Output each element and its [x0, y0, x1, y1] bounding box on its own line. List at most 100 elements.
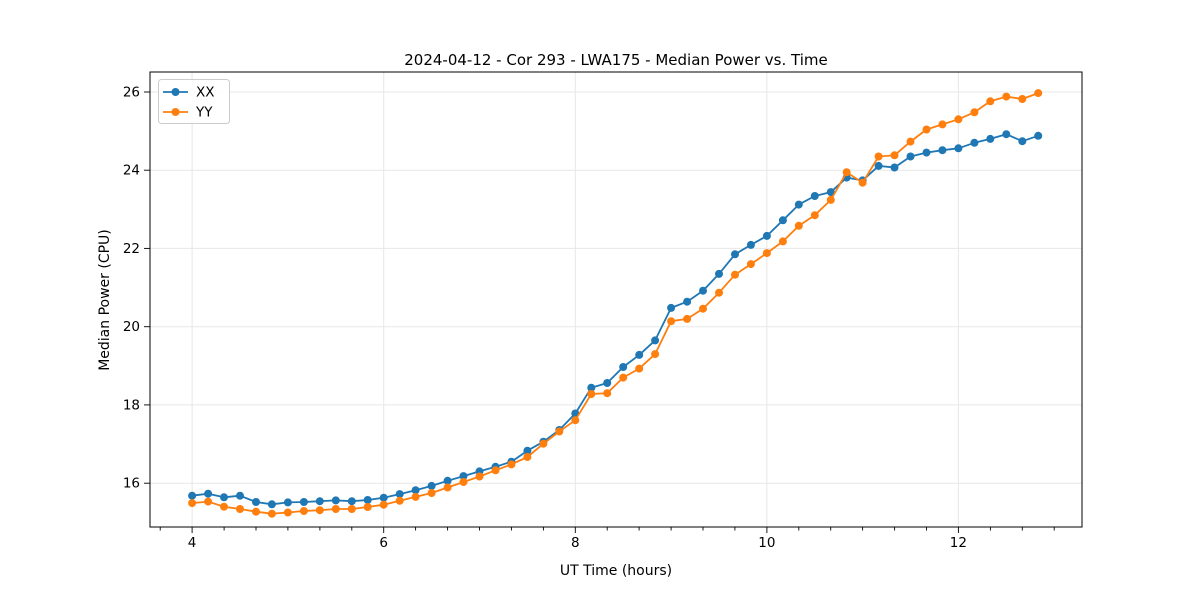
x-tick-label: 8 [571, 535, 580, 551]
y-tick-label: 20 [123, 319, 140, 335]
data-point-xx [938, 146, 947, 155]
y-tick-label: 16 [123, 476, 140, 492]
data-point-xx [794, 200, 803, 209]
x-tick-label: 6 [379, 535, 388, 551]
legend: XX YY [158, 79, 230, 124]
data-point-xx [204, 489, 213, 498]
data-point-yy [731, 270, 739, 279]
data-point-yy [746, 260, 755, 269]
data-point-xx [922, 148, 931, 157]
data-point-yy [252, 507, 260, 516]
data-point-yy [938, 120, 947, 129]
data-point-xx [667, 303, 676, 312]
data-point-yy [331, 505, 340, 513]
legend-box [158, 79, 230, 124]
x-tick-label: 10 [758, 535, 775, 551]
data-point-yy [523, 453, 532, 461]
data-point-yy [826, 195, 835, 204]
data-point-xx [810, 192, 819, 200]
y-axis-label: Median Power (CPU) [97, 229, 113, 371]
data-point-xx [603, 379, 612, 387]
legend-swatch-marker-yy [171, 108, 180, 116]
data-point-xx [252, 498, 260, 506]
data-point-yy [411, 492, 420, 501]
data-point-xx [826, 188, 835, 197]
data-point-yy [220, 502, 228, 511]
data-point-xx [1034, 131, 1043, 140]
data-point-yy [762, 249, 771, 258]
data-point-yy [427, 489, 436, 497]
data-point-xx [762, 231, 771, 240]
data-point-yy [794, 221, 803, 230]
data-point-yy [954, 115, 963, 124]
data-point-yy [587, 390, 596, 398]
data-point-yy [603, 389, 612, 398]
data-point-yy [778, 237, 787, 246]
data-point-yy [1034, 89, 1043, 98]
data-point-xx [651, 336, 660, 345]
data-point-yy [1018, 95, 1027, 103]
axes-frame [149, 71, 1083, 528]
x-tick-label: 4 [188, 535, 197, 551]
data-point-yy [874, 152, 883, 161]
data-point-xx [619, 363, 628, 371]
data-point-yy [906, 137, 915, 146]
data-point-xx [299, 498, 308, 506]
y-tick-label: 26 [123, 85, 140, 101]
data-point-xx [890, 163, 899, 172]
data-point-xx [746, 240, 755, 249]
data-point-xx [715, 269, 723, 278]
data-point-yy [379, 500, 388, 509]
data-point-xx [395, 490, 404, 499]
data-point-yy [188, 499, 197, 508]
data-point-yy [619, 373, 628, 382]
data-point-xx [683, 297, 692, 306]
data-point-yy [635, 364, 644, 373]
data-point-yy [810, 211, 819, 220]
data-point-xx [267, 500, 276, 509]
data-point-yy [507, 460, 516, 469]
data-point-xx [411, 486, 420, 495]
data-point-xx [906, 152, 915, 161]
data-point-xx [427, 481, 436, 490]
data-point-xx [188, 491, 197, 500]
data-point-yy [1002, 92, 1011, 101]
data-point-yy [651, 350, 660, 359]
data-point-yy [395, 496, 404, 505]
data-point-yy [683, 314, 692, 323]
data-point-yy [363, 503, 372, 511]
chart-layers: 4 6 8 10 12 16 18 20 22 24 26 [123, 71, 1083, 551]
legend-swatch-marker-xx [171, 88, 180, 96]
legend-label-xx: XX [196, 85, 215, 101]
data-point-yy [986, 97, 995, 106]
data-point-yy [475, 472, 484, 481]
data-point-xx [315, 497, 324, 506]
data-point-xx [731, 250, 739, 259]
data-point-yy [539, 439, 548, 448]
series-line-xx [191, 133, 1040, 506]
data-point-yy [667, 317, 676, 326]
data-point-xx [523, 446, 532, 455]
data-point-yy [858, 178, 867, 187]
data-point-xx [699, 286, 707, 295]
data-point-xx [363, 496, 372, 504]
data-point-xx [635, 350, 644, 359]
data-point-xx [443, 476, 452, 485]
data-point-yy [491, 466, 500, 475]
data-point-yy [699, 304, 707, 313]
data-point-yy [236, 505, 244, 513]
data-point-xx [587, 383, 596, 392]
chart-title: 2024-04-12 - Cor 293 - LWA175 - Median P… [404, 51, 828, 69]
data-point-yy [571, 416, 580, 425]
data-point-yy [890, 151, 899, 160]
legend-label-yy: YY [195, 105, 213, 121]
data-point-yy [204, 497, 213, 506]
data-point-xx [379, 493, 388, 502]
data-point-xx [986, 134, 995, 143]
data-point-xx [236, 491, 244, 500]
x-axis-label: UT Time (hours) [560, 563, 672, 579]
data-point-yy [267, 509, 276, 518]
data-point-yy [443, 483, 452, 492]
